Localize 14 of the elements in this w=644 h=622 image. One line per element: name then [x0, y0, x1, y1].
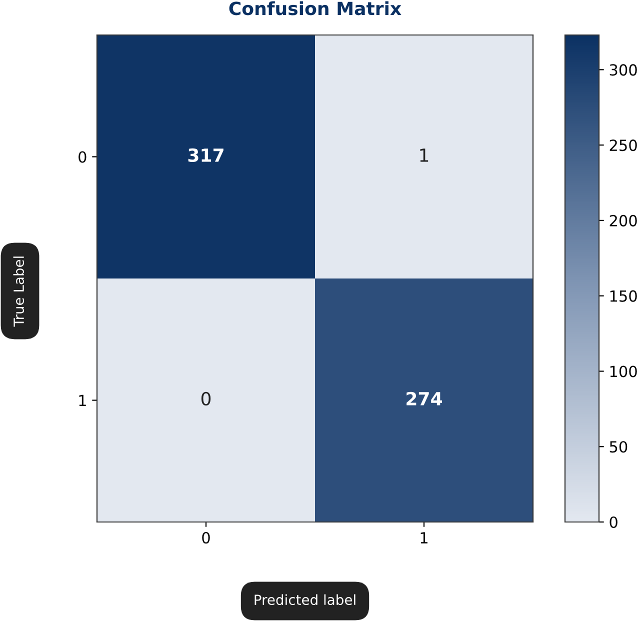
data-label: 274 [406, 392, 442, 406]
chart-title: Confusion Matrix [229, 1, 402, 16]
x-axis-title: Predicted label [254, 594, 356, 606]
color-bar-label: 0 [610, 516, 618, 528]
color-bar-label: 300 [610, 64, 637, 76]
data-label: 0 [201, 392, 211, 406]
data-label: 317 [188, 148, 224, 162]
color-bar-label: 150 [610, 290, 637, 302]
color-bar-label: 250 [610, 140, 637, 152]
color-bar-label: 100 [610, 366, 637, 378]
y-axis-title: True Label [13, 256, 24, 327]
data-label: 1 [420, 148, 428, 162]
color-bar-label: 200 [610, 214, 637, 226]
color-bar-label: 50 [610, 441, 628, 453]
